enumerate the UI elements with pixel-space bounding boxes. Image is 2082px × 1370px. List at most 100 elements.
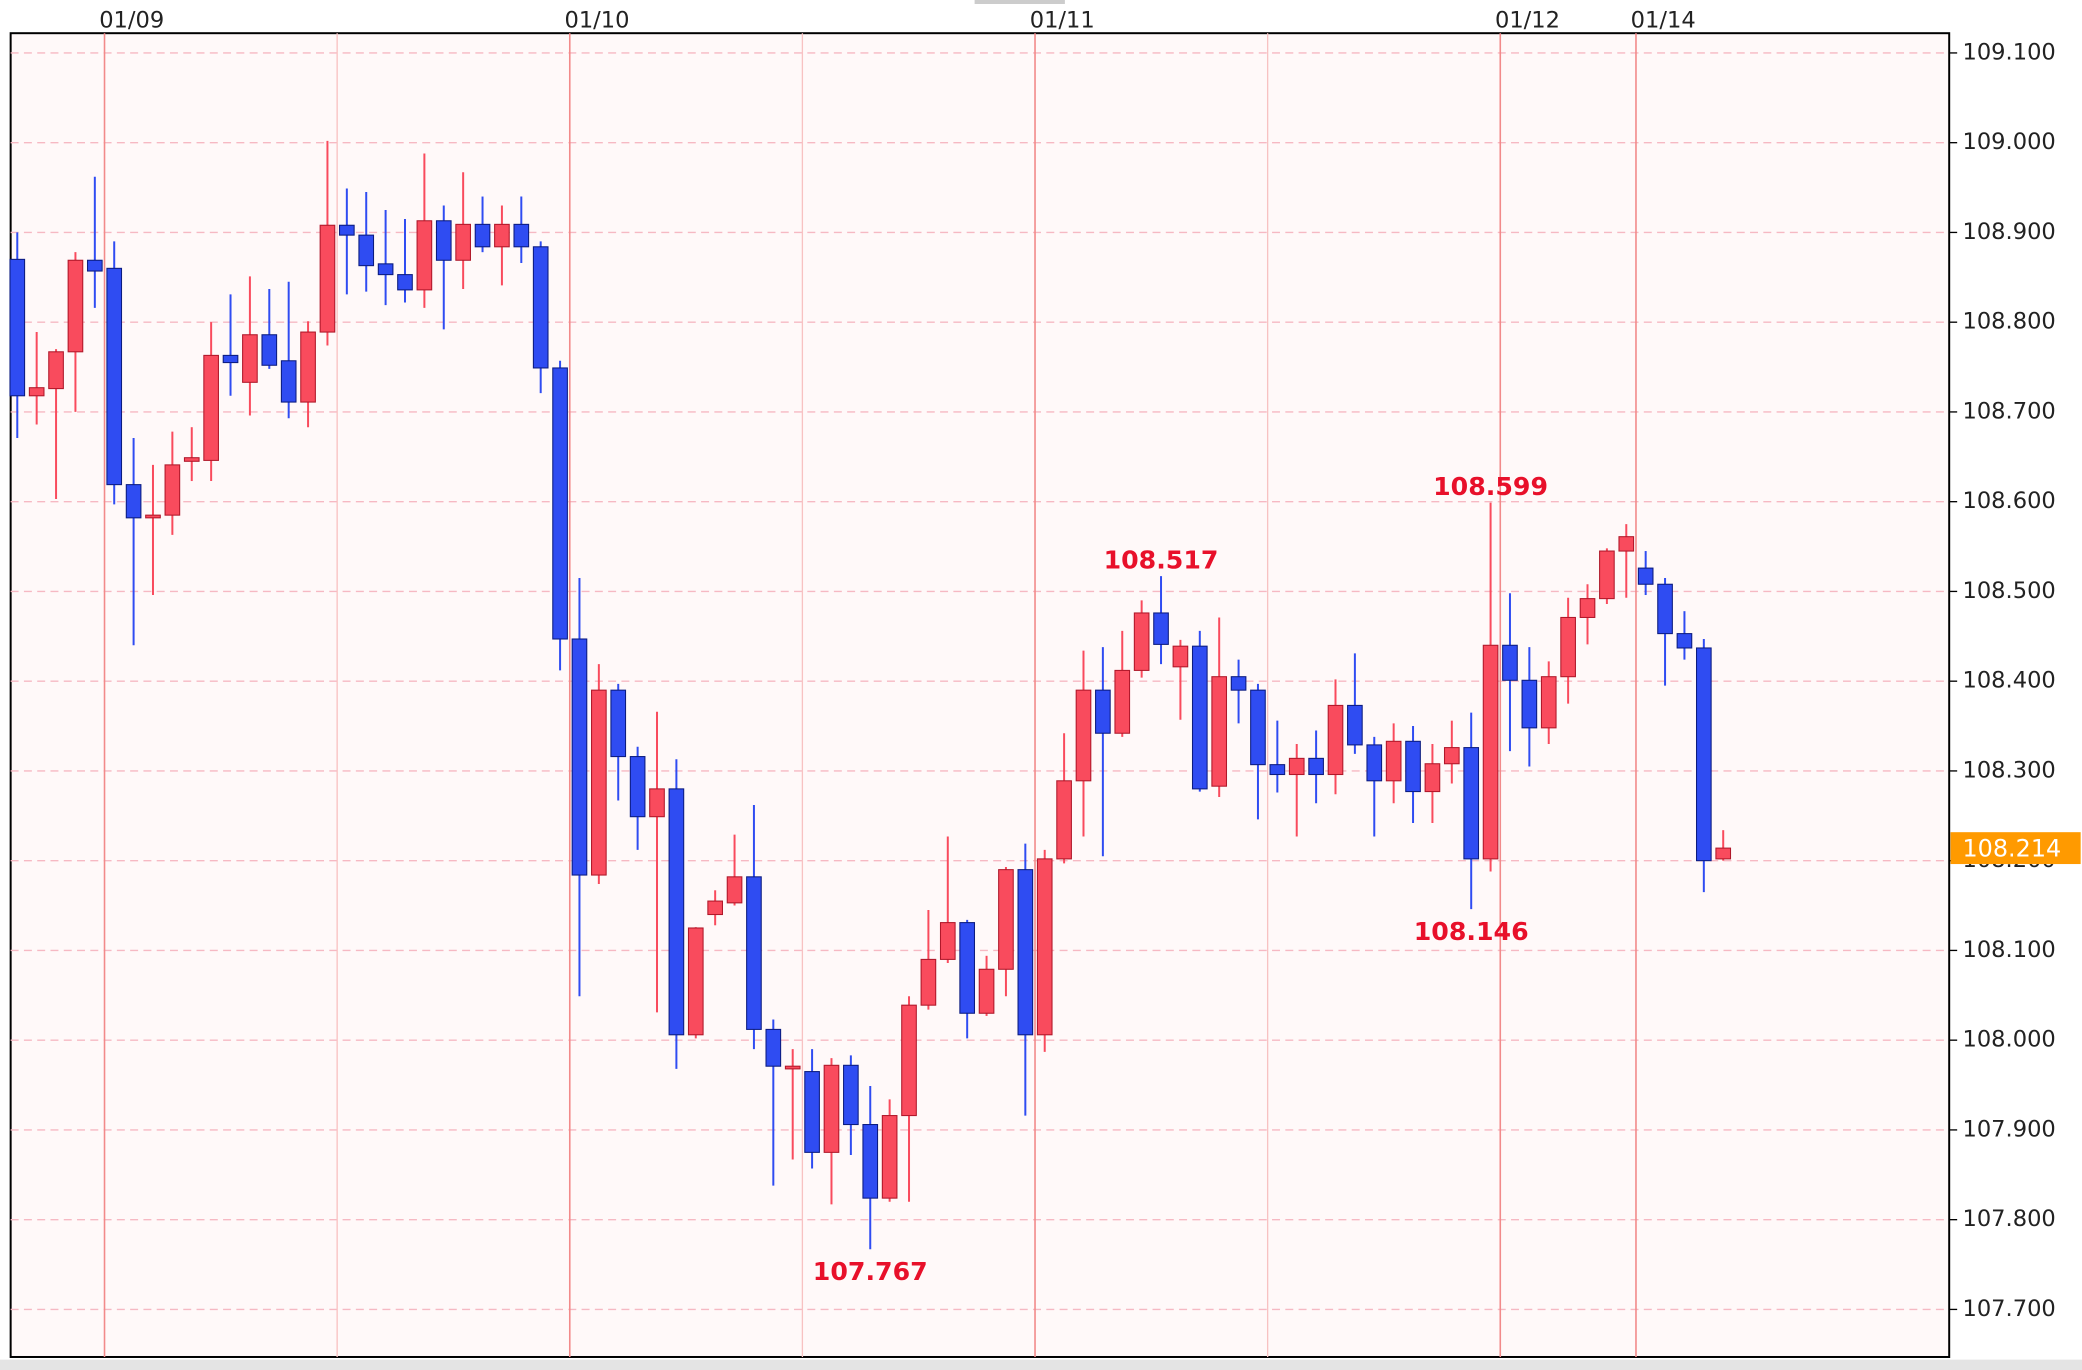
candle-body	[901, 1004, 917, 1117]
candle-body	[1540, 676, 1557, 729]
candle-body	[1133, 612, 1150, 671]
candle-body	[1657, 583, 1673, 635]
candle-body	[1366, 744, 1383, 782]
plot-area	[9, 32, 1951, 1358]
candle-body	[843, 1064, 859, 1126]
candle-body	[203, 354, 219, 461]
candle-body	[358, 234, 375, 267]
y-tick-label: 108.500	[1962, 578, 2055, 604]
y-tick-label: 108.400	[1962, 668, 2055, 694]
candle-body	[610, 689, 627, 758]
x-tick-label: 01/09	[99, 8, 164, 34]
x-tick-label: 01/14	[1631, 8, 1696, 34]
candle-body	[474, 223, 491, 248]
y-tick-label: 108.700	[1962, 398, 2055, 424]
candle-body	[823, 1064, 840, 1153]
candle-body	[1676, 633, 1693, 649]
candle-body	[1463, 747, 1480, 860]
low-annotation: 108.146	[1414, 917, 1529, 946]
candle-body	[455, 223, 471, 261]
candle-body	[804, 1071, 820, 1153]
candle-body	[532, 246, 549, 369]
candle-body	[183, 457, 200, 462]
candle-body	[552, 367, 568, 640]
x-tick-label: 01/12	[1495, 8, 1560, 34]
candle-body	[1618, 536, 1635, 552]
candle-body	[1695, 647, 1712, 862]
y-tick-label: 109.000	[1962, 129, 2055, 155]
candle-body	[164, 464, 181, 516]
candle-body	[494, 223, 510, 248]
candle-body	[86, 259, 103, 272]
y-tick-label: 108.800	[1962, 309, 2055, 335]
candle-body	[1288, 757, 1305, 776]
candle-body	[726, 876, 743, 904]
candle-body	[300, 331, 316, 403]
x-tick-label: 01/10	[564, 8, 629, 34]
candle-body	[629, 756, 646, 818]
candle-body	[48, 351, 64, 390]
candle-body	[571, 638, 588, 876]
candle-body	[377, 263, 394, 276]
candle-body	[1715, 847, 1732, 860]
candle-body	[1250, 689, 1266, 766]
high-annotation: 108.517	[1104, 546, 1219, 575]
candle-body	[1521, 679, 1538, 729]
high-annotation: 108.599	[1433, 472, 1548, 501]
candle-body	[319, 224, 336, 333]
candle-body	[881, 1115, 898, 1199]
candle-body	[1172, 645, 1189, 668]
candle-body	[862, 1124, 879, 1199]
candle-body	[1230, 676, 1247, 691]
candle-body	[1579, 598, 1596, 618]
current-price-label: 108.214	[1962, 834, 2061, 862]
y-tick-label: 108.900	[1962, 219, 2055, 245]
bottom-strip	[0, 1359, 2082, 1370]
candle-body	[998, 869, 1014, 970]
candle-body	[1385, 740, 1402, 782]
candle-body	[242, 334, 258, 383]
y-tick-label: 108.300	[1962, 757, 2055, 783]
candle-body	[939, 922, 956, 960]
candle-body	[416, 220, 433, 291]
candle-body	[978, 968, 995, 1014]
candle-body	[784, 1065, 801, 1070]
candle-body	[1599, 550, 1615, 600]
x-tick-label: 01/11	[1030, 8, 1095, 34]
candle-body	[339, 224, 355, 236]
candle-body	[687, 927, 704, 1036]
candle-body	[397, 274, 413, 291]
candle-body	[649, 788, 665, 818]
candle-body	[1502, 644, 1518, 681]
y-tick-label: 109.100	[1962, 39, 2055, 65]
current-price-box	[1950, 832, 2081, 865]
candle-body	[1114, 669, 1131, 734]
candle-body	[261, 334, 278, 366]
candle-body	[1637, 567, 1654, 585]
candle-body	[1269, 764, 1286, 776]
candle-body	[1560, 616, 1576, 678]
candle-body	[1153, 612, 1169, 645]
candle-body	[1095, 689, 1111, 734]
candle-body	[1482, 644, 1499, 860]
candle-body	[1405, 740, 1421, 793]
candle-body	[280, 360, 297, 403]
candle-body	[67, 259, 84, 353]
y-tick-label: 107.800	[1962, 1206, 2055, 1232]
candle-body	[1211, 676, 1228, 787]
y-tick-label: 108.600	[1962, 488, 2055, 514]
candle-body	[1056, 780, 1072, 860]
candle-body	[920, 958, 937, 1006]
y-tick-label: 108.000	[1962, 1027, 2055, 1053]
candle-body	[1327, 704, 1344, 776]
y-tick-label: 108.100	[1962, 937, 2055, 963]
candle-body	[707, 900, 723, 916]
candle-body	[1347, 704, 1363, 746]
candle-body	[959, 922, 976, 1014]
candle-body	[1191, 645, 1208, 790]
candle-body	[9, 258, 26, 397]
candle-body	[746, 876, 762, 1030]
candle-body	[28, 387, 45, 397]
